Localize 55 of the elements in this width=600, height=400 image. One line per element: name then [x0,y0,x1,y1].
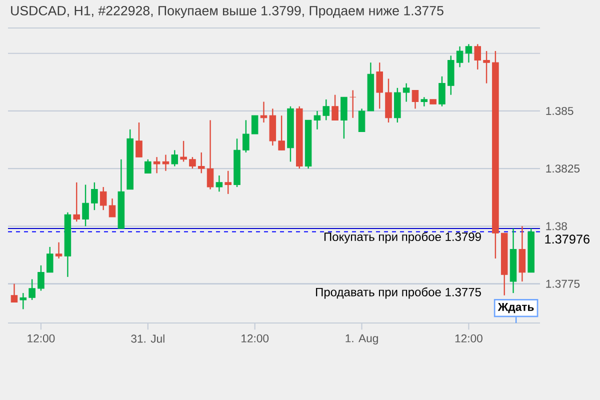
x-tick-label: 12:00 [455,334,482,342]
x-tick-label: 31. Jul [131,334,164,343]
candlestick [91,182,98,211]
candlestick [20,292,27,310]
candlestick [438,76,446,107]
candlestick [153,156,160,174]
candlestick [420,96,428,107]
candlestick [314,110,321,130]
candlestick [144,158,152,174]
candlestick [376,62,383,110]
candlestick [189,156,196,170]
chart-title: USDCAD, H1, #222928, Покупаем выше 1.3799, Продаем ниже 1.3775 [11,6,444,18]
candlestick [28,278,36,301]
candlestick [474,44,482,70]
y-tick-label: 1.385 [546,106,574,115]
candlestick [10,283,18,303]
candlestick [251,114,258,135]
candlestick [358,108,366,132]
x-tick-label: 1. Aug [346,334,378,345]
candlestick [73,182,80,222]
y-tick-label: 1.3825 [546,164,580,173]
x-tick-label: 12:00 [28,334,55,342]
candlestick [456,46,464,68]
y-tick-label: 1.3775 [546,280,580,288]
candlestick [38,264,44,292]
candlestick [46,246,54,273]
candlestick [206,120,214,190]
ref-line-label: 1.37976 [545,234,590,244]
candlestick [278,114,285,151]
ref-line-label: Продавать при пробое 1.3775 [316,287,481,299]
candlestick [55,242,62,260]
candlestick [224,170,232,195]
candlestick [171,150,178,167]
x-tick-label: 12:00 [242,334,269,342]
candlestick [242,120,250,154]
candlestick [136,122,142,158]
candlestick [108,198,116,218]
candlestick [100,186,107,211]
candlestick [332,94,338,121]
candlestick [349,90,356,118]
candlestick [483,50,490,84]
y-tick-label: 1.38 [546,222,567,230]
candlestick [465,44,472,64]
annotation: Ждать [498,303,534,314]
candlestick [340,96,348,140]
candlestick [180,140,187,162]
candlestick [322,98,330,121]
candlestick [82,184,89,227]
ref-line-label: Покупать при пробое 1.3799 [324,232,481,244]
candlestick [198,152,205,174]
candlestick [412,90,419,110]
candlestick [518,226,526,282]
candlestick [162,154,170,172]
candlestick [216,174,223,192]
candlestick [402,82,410,102]
